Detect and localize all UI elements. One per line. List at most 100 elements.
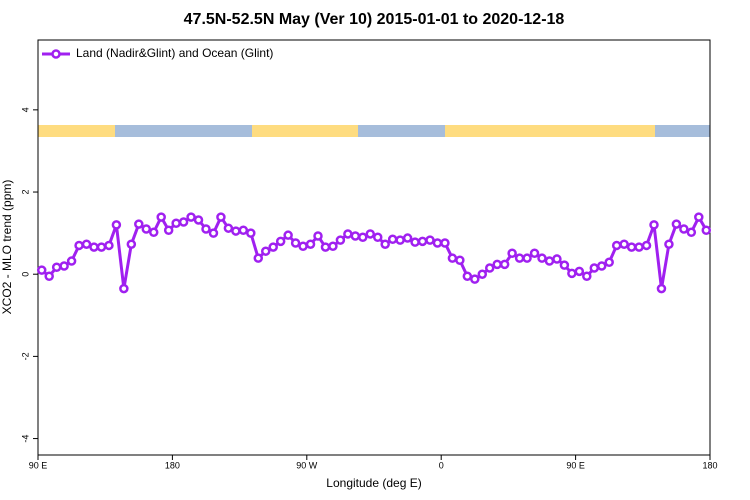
data-point xyxy=(320,242,331,252)
data-point xyxy=(59,261,69,271)
data-point xyxy=(619,239,629,249)
x-axis-label: Longitude (deg E) xyxy=(326,476,421,490)
data-point xyxy=(313,231,323,241)
data-point xyxy=(425,235,435,245)
data-point xyxy=(96,242,107,252)
data-point xyxy=(701,225,712,235)
map-ocean xyxy=(115,125,252,137)
data-point xyxy=(455,255,465,265)
data-point xyxy=(686,227,697,238)
data-point xyxy=(365,229,376,239)
data-point xyxy=(260,246,271,256)
data-point xyxy=(574,266,585,277)
data-point xyxy=(89,242,99,252)
data-point xyxy=(141,224,152,234)
data-point xyxy=(522,253,532,263)
y-tick-label: -2 xyxy=(20,352,30,360)
data-point xyxy=(552,254,562,264)
legend-marker xyxy=(51,49,61,59)
data-point xyxy=(163,225,174,235)
data-point xyxy=(44,271,54,282)
x-tick-label: 90 W xyxy=(296,460,318,470)
data-point xyxy=(470,274,480,284)
data-point xyxy=(328,241,338,252)
data-point xyxy=(440,238,450,248)
data-point xyxy=(216,212,226,222)
data-point xyxy=(290,238,301,248)
data-point xyxy=(201,224,211,234)
x-tick-label: 180 xyxy=(702,460,717,470)
data-point xyxy=(567,268,577,279)
data-point xyxy=(604,257,614,268)
data-point xyxy=(208,228,219,238)
data-point xyxy=(499,259,510,270)
data-point xyxy=(358,232,368,242)
data-point xyxy=(148,227,159,238)
y-axis-label: XCO2 - MLO trend (ppm) xyxy=(0,180,14,315)
data-point xyxy=(656,283,667,294)
data-point xyxy=(74,240,84,251)
data-point xyxy=(664,239,674,249)
data-point xyxy=(559,260,570,270)
data-point xyxy=(537,253,547,263)
y-tick-label: 0 xyxy=(20,272,30,277)
data-point xyxy=(649,220,659,230)
data-point xyxy=(111,220,122,230)
data-point xyxy=(238,225,249,235)
data-point xyxy=(350,231,361,241)
data-point xyxy=(462,271,473,282)
data-point xyxy=(544,256,555,266)
data-point xyxy=(246,228,256,238)
data-point xyxy=(432,238,443,248)
data-point xyxy=(634,242,644,252)
x-tick-label: 90 E xyxy=(29,460,48,470)
y-tick-label: -4 xyxy=(20,435,30,443)
data-point xyxy=(104,240,114,251)
data-point xyxy=(492,259,502,270)
data-point xyxy=(372,232,383,242)
data-point xyxy=(178,217,189,227)
data-point xyxy=(231,226,241,236)
x-tick-label: 0 xyxy=(439,460,444,470)
data-point xyxy=(380,239,390,249)
data-point xyxy=(119,283,129,294)
map-ocean xyxy=(655,125,710,137)
y-tick-label: 2 xyxy=(20,190,30,195)
data-point xyxy=(387,234,398,245)
data-point xyxy=(126,239,137,249)
plot-frame xyxy=(37,39,711,456)
data-point xyxy=(223,223,234,233)
data-point xyxy=(134,219,144,229)
legend-label: Land (Nadir&Glint) and Ocean (Glint) xyxy=(76,46,273,60)
data-point xyxy=(529,248,540,259)
data-point xyxy=(268,242,278,252)
data-point xyxy=(596,261,607,271)
data-point xyxy=(477,269,488,279)
x-tick-label: 90 E xyxy=(566,460,585,470)
data-point xyxy=(484,263,495,273)
data-point xyxy=(51,262,62,272)
y-tick-label: 4 xyxy=(20,107,30,112)
data-point xyxy=(253,253,264,263)
data-point xyxy=(641,240,652,251)
data-point xyxy=(298,241,308,252)
data-point xyxy=(335,235,346,245)
data-point xyxy=(66,256,77,266)
data-point xyxy=(626,242,637,252)
x-tick-label: 180 xyxy=(165,460,180,470)
data-point xyxy=(343,229,353,239)
data-point xyxy=(417,236,428,247)
data-point xyxy=(671,219,682,229)
data-point xyxy=(275,236,286,247)
map-ocean xyxy=(358,125,445,137)
data-point xyxy=(589,263,600,273)
data-point xyxy=(694,212,704,222)
data-point xyxy=(514,253,525,263)
map-strip xyxy=(38,125,710,137)
data-point xyxy=(156,212,166,222)
data-point xyxy=(171,218,181,229)
data-point xyxy=(410,237,420,247)
data-point xyxy=(36,265,47,275)
data-point xyxy=(447,253,458,263)
